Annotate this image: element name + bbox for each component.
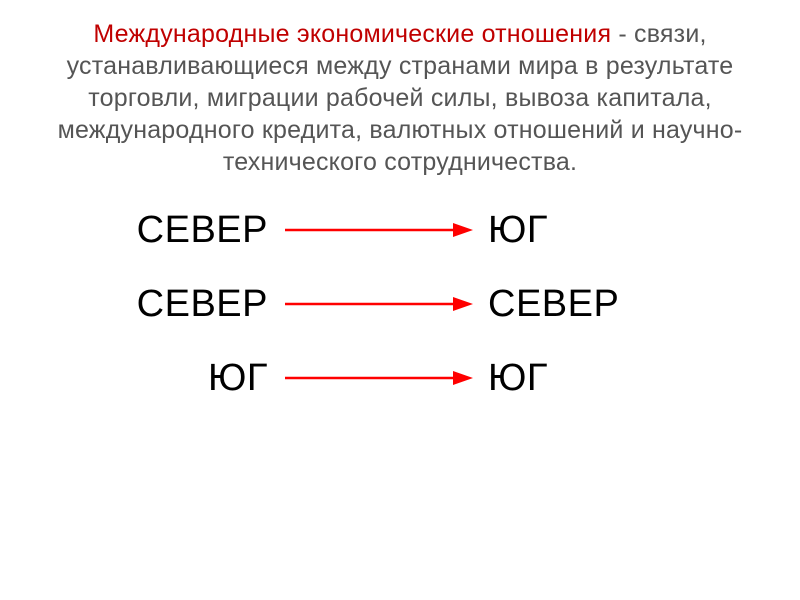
term-text: Международные экономические отношения [93, 20, 611, 48]
arrow-icon [283, 368, 473, 388]
left-word: ЮГ [208, 357, 268, 399]
pair-row: СЕВЕР ЮГ [28, 206, 772, 254]
left-col: СЕВЕР [28, 283, 278, 326]
left-col: ЮГ [28, 357, 278, 400]
pair-row: СЕВЕР СЕВЕР [28, 280, 772, 328]
arrow-col [278, 220, 478, 240]
right-col: ЮГ [478, 357, 678, 400]
arrow-icon [283, 220, 473, 240]
definition-paragraph: Международные экономические отношения - … [28, 18, 772, 178]
right-col: ЮГ [478, 209, 678, 252]
arrow-col [278, 294, 478, 314]
right-col: СЕВЕР [478, 283, 678, 326]
pair-row: ЮГ ЮГ [28, 354, 772, 402]
left-word: СЕВЕР [137, 209, 268, 251]
slide: Международные экономические отношения - … [0, 0, 800, 600]
arrow-icon [283, 294, 473, 314]
right-word: ЮГ [488, 209, 548, 251]
arrow-col [278, 368, 478, 388]
pairs-container: СЕВЕР ЮГ СЕВЕР [28, 206, 772, 402]
left-col: СЕВЕР [28, 209, 278, 252]
right-word: СЕВЕР [488, 283, 619, 325]
left-word: СЕВЕР [137, 283, 268, 325]
right-word: ЮГ [488, 357, 548, 399]
dash: - [611, 20, 634, 48]
